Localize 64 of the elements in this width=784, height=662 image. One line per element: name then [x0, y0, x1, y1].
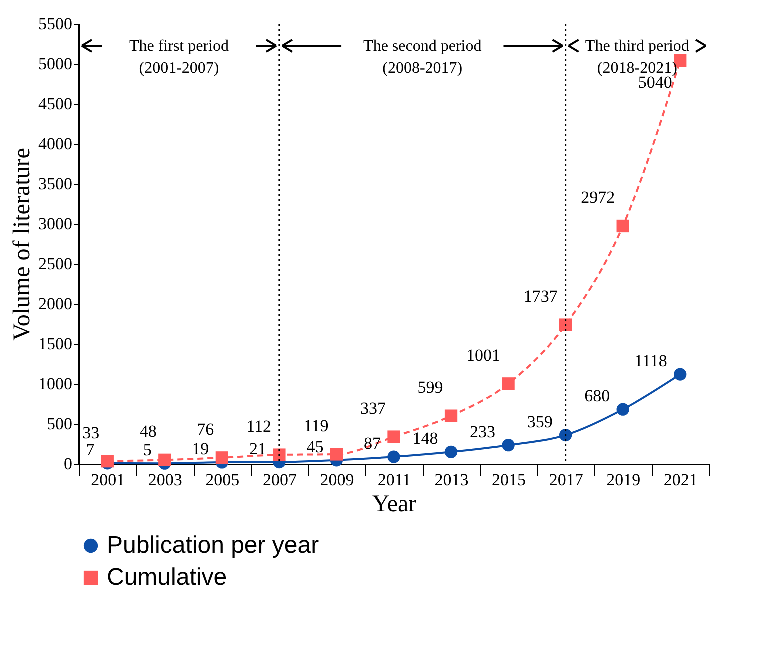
point — [559, 318, 572, 332]
data-label: 19 — [192, 439, 210, 458]
x-tick-label: 2015 — [492, 470, 526, 490]
data-label: 1737 — [524, 287, 558, 306]
point — [559, 428, 572, 442]
y-tick-label: 1500 — [38, 334, 72, 354]
data-label: 599 — [418, 378, 444, 398]
data-label: 119 — [304, 416, 329, 436]
point — [444, 410, 458, 422]
y-tick-label: 5000 — [38, 54, 72, 74]
point — [216, 452, 229, 464]
x-tick-label: 2009 — [320, 470, 354, 490]
data-label: 45 — [306, 437, 324, 456]
y-tick-label: 2000 — [38, 294, 72, 314]
data-label: 1001 — [466, 346, 501, 365]
x-tick-label: 2011 — [378, 470, 412, 490]
data-label: 337 — [360, 399, 386, 418]
x-tick-label: 2021 — [664, 470, 698, 490]
data-label: 5 — [143, 440, 152, 460]
data-label: 33 — [82, 423, 100, 442]
y-axis-title: Volume of literature — [10, 148, 36, 341]
data-label: 1118 — [634, 352, 668, 371]
y-tick-label: 3500 — [38, 174, 72, 194]
point — [330, 448, 344, 461]
annotation: The first period (2001-2007) — [129, 38, 229, 77]
y-tick-label: 1000 — [38, 374, 72, 394]
point — [502, 378, 515, 390]
data-label: 48 — [140, 422, 157, 442]
y-tick-label: 5500 — [38, 14, 72, 34]
y-tick-label: 3000 — [38, 214, 72, 234]
data-label: 680 — [584, 386, 610, 406]
x-tick-label: 2019 — [606, 470, 641, 490]
y-tick-label: 2500 — [38, 254, 72, 274]
point — [388, 430, 400, 444]
y-tick-label: 4000 — [38, 134, 72, 154]
data-label: 148 — [412, 429, 438, 448]
point — [616, 403, 630, 416]
y-tick-label: 500 — [47, 414, 72, 434]
data-label: 7 — [86, 440, 96, 460]
point — [444, 446, 458, 458]
x-tick-label: 2001 — [91, 470, 126, 490]
y-tick-label: 0 — [64, 454, 72, 474]
x-tick-label: 2005 — [206, 470, 240, 490]
point — [388, 450, 400, 464]
x-tick-label: 2003 — [148, 470, 182, 490]
y-tick-label: 4500 — [38, 94, 72, 114]
x-tick-label: 2013 — [434, 470, 469, 490]
legend-label: Publication per year — [107, 532, 320, 559]
data-label: 233 — [470, 422, 496, 442]
point — [616, 220, 630, 233]
data-label: 21 — [249, 439, 266, 458]
x-axis-title: Year — [372, 492, 417, 518]
data-label: 112 — [246, 417, 272, 436]
legend-label: Cumulative — [107, 564, 228, 591]
data-label: 2972 — [581, 188, 616, 208]
point — [273, 448, 286, 462]
annotation: The second period (2008-2017) — [364, 38, 482, 77]
x-tick-label: 2007 — [262, 470, 298, 490]
point — [158, 454, 172, 466]
data-label: 76 — [197, 420, 214, 439]
point — [674, 368, 687, 381]
point — [502, 439, 515, 452]
x-tick-label: 2017 — [549, 470, 584, 490]
data-label: 359 — [527, 412, 553, 432]
